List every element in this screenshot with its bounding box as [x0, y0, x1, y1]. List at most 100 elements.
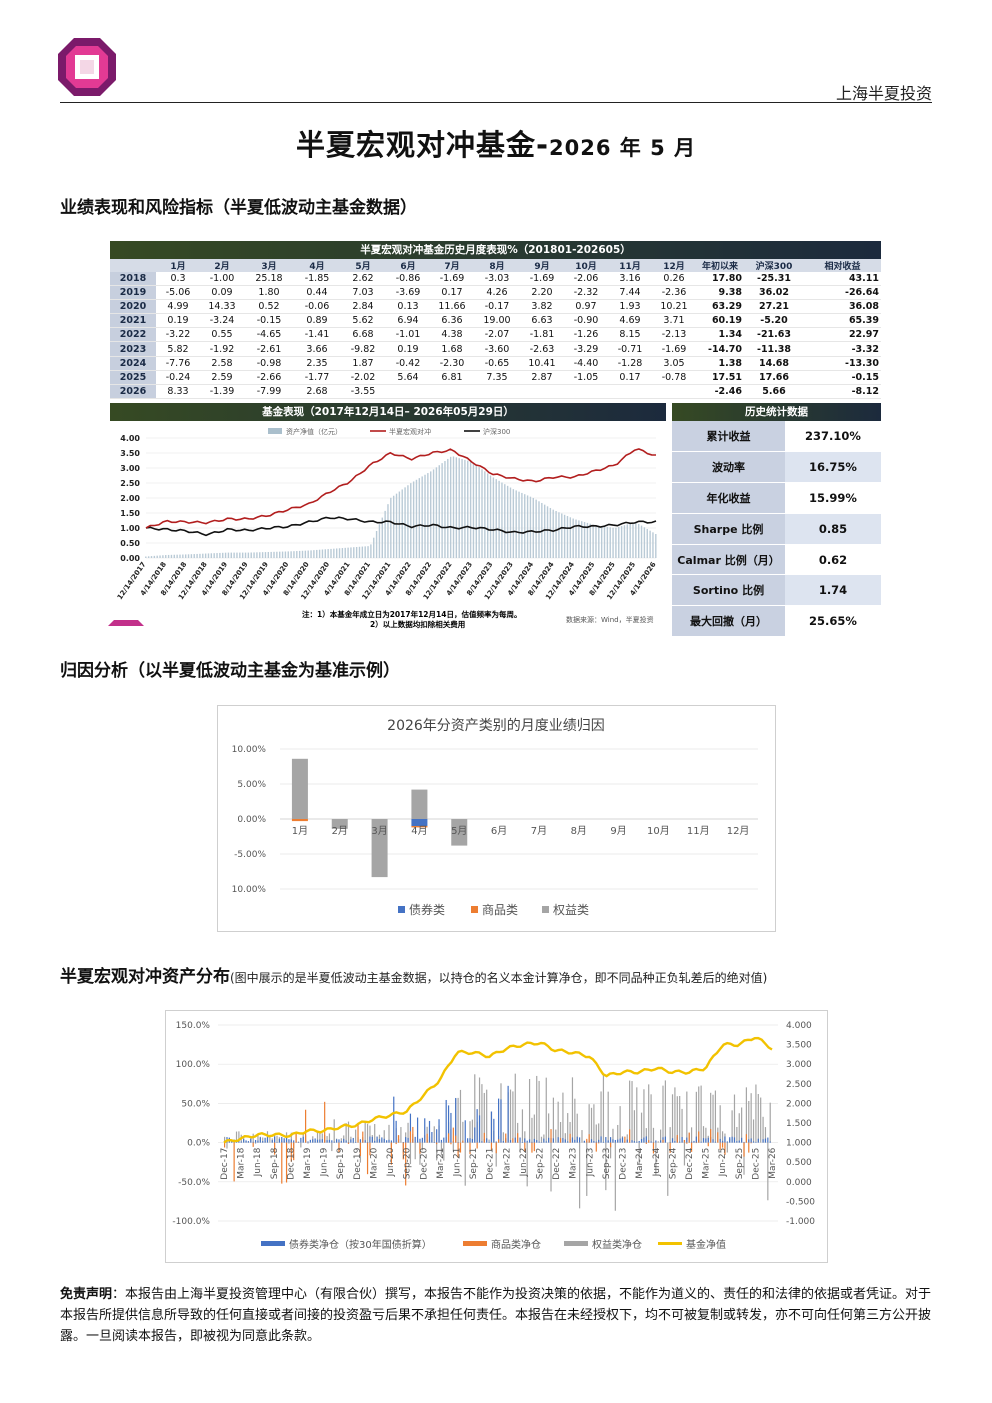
- allocation-bar: [436, 1142, 438, 1161]
- aum-bar: [281, 551, 284, 558]
- aum-bar: [335, 548, 338, 558]
- allocation-bar: [736, 1141, 738, 1143]
- aum-bar: [464, 459, 466, 558]
- allocation-bar: [638, 1140, 640, 1143]
- x-tick-label: Sep-24: [668, 1147, 678, 1179]
- allocation-bar: [312, 1139, 314, 1143]
- allocation-bar: [405, 1137, 407, 1143]
- allocation-bar: [457, 1142, 459, 1158]
- value-cell: 1.87: [340, 356, 386, 371]
- allocation-bar: [640, 1139, 643, 1143]
- aum-bar: [293, 551, 295, 558]
- aum-bar: [301, 550, 304, 558]
- year-cell: 2020: [110, 299, 156, 315]
- allocation-bar: [366, 1142, 369, 1175]
- allocation-bar: [574, 1098, 576, 1143]
- x-tick-label: Mar-23: [569, 1148, 579, 1179]
- value-cell: 1.80: [244, 285, 294, 301]
- allocation-bar: [750, 1138, 752, 1143]
- value-cell: 0.26: [652, 272, 696, 287]
- value-cell: 25.18: [244, 272, 294, 287]
- table-row: 2019 -5.06 0.09 1.80 0.44 7.03 -3.69 0.17 4.26 2.…: [110, 285, 881, 301]
- allocation-bar: [328, 1133, 331, 1143]
- y-right-tick-label: 4.000: [786, 1021, 812, 1031]
- allocation-bar: [383, 1138, 385, 1143]
- allocation-bar: [617, 1139, 619, 1143]
- value-cell: 9.38: [696, 285, 744, 301]
- allocation-bar: [702, 1126, 705, 1143]
- value-cell: -2.63: [520, 341, 564, 357]
- aum-bar: [153, 555, 156, 558]
- allocation-bar: [588, 1134, 590, 1143]
- stat-row: 波动率 16.75%: [672, 451, 881, 483]
- allocation-bar: [600, 1136, 602, 1143]
- value-cell: -1.69: [430, 272, 474, 287]
- allocation-bar: [738, 1140, 740, 1143]
- y-tick-label: 0.00: [120, 554, 140, 563]
- allocation-bar: [409, 1131, 412, 1143]
- aum-bar: [575, 519, 577, 558]
- allocation-bar: [238, 1131, 240, 1143]
- allocation-bar: [421, 1142, 423, 1151]
- aum-bar: [449, 456, 452, 558]
- y-left-tick-label: 100.0%: [176, 1060, 211, 1070]
- allocation-bar: [736, 1126, 738, 1143]
- y-tick-label: 2.50: [120, 479, 140, 488]
- aum-bar: [179, 554, 181, 558]
- allocation-bar: [469, 1142, 471, 1155]
- allocation-bar: [412, 1126, 414, 1143]
- aum-bar: [156, 555, 158, 558]
- allocation-bar: [748, 1142, 750, 1153]
- aum-bar: [467, 460, 469, 558]
- allocation-bar: [293, 1140, 295, 1143]
- allocation-bar: [436, 1142, 438, 1145]
- value-cell: -7.99: [244, 384, 294, 399]
- aum-bar: [165, 555, 167, 558]
- value-cell: -0.65: [474, 356, 520, 371]
- allocation-bar: [443, 1142, 445, 1161]
- aum-bar: [338, 548, 341, 558]
- allocation-bar: [726, 1141, 728, 1143]
- stat-label: Sharpe 比例: [672, 513, 785, 544]
- allocation-bar: [540, 1136, 543, 1143]
- table-header-cell: 10月: [564, 259, 608, 272]
- allocation-bar: [569, 1121, 571, 1143]
- aum-bar: [347, 547, 349, 558]
- attribution-bar: [451, 819, 468, 846]
- value-cell: 0.89: [294, 313, 340, 329]
- aum-bar: [581, 521, 583, 558]
- value-cell: -1.69: [652, 341, 696, 357]
- allocation-bar: [502, 1132, 504, 1143]
- allocation-bar: [707, 1142, 709, 1147]
- allocation-bar: [562, 1137, 564, 1143]
- allocation-bar: [233, 1142, 235, 1182]
- aum-bar: [532, 497, 534, 558]
- allocation-bar: [609, 1142, 612, 1159]
- table-header-cell: 7月: [430, 259, 474, 272]
- allocation-bar: [512, 1138, 514, 1143]
- table-header-cell: [110, 259, 156, 272]
- allocation-bar: [364, 1121, 366, 1143]
- stat-label: Sortino 比例: [672, 575, 785, 606]
- x-tick-label: Dec-24: [685, 1147, 695, 1179]
- allocation-bar: [500, 1099, 502, 1143]
- aum-bar: [475, 465, 478, 558]
- aum-bar: [327, 549, 329, 558]
- allocation-bar: [436, 1129, 438, 1143]
- value-cell: [386, 384, 430, 399]
- aum-bar: [182, 554, 184, 558]
- y-tick-label: 0.00%: [237, 815, 266, 825]
- allocation-bar: [533, 1138, 535, 1143]
- allocation-bar: [557, 1101, 559, 1143]
- value-cell: -0.15: [244, 313, 294, 329]
- value-cell: 6.36: [430, 313, 474, 329]
- value-cell: -2.46: [696, 384, 744, 399]
- allocation-bar: [447, 1133, 450, 1143]
- allocation-bar: [609, 1142, 612, 1148]
- allocation-bar: [459, 1142, 462, 1153]
- aum-bar: [603, 526, 606, 558]
- allocation-bar: [366, 1142, 369, 1143]
- allocation-bar: [340, 1138, 342, 1143]
- allocation-bar: [767, 1137, 769, 1143]
- allocation-bar: [543, 1138, 545, 1143]
